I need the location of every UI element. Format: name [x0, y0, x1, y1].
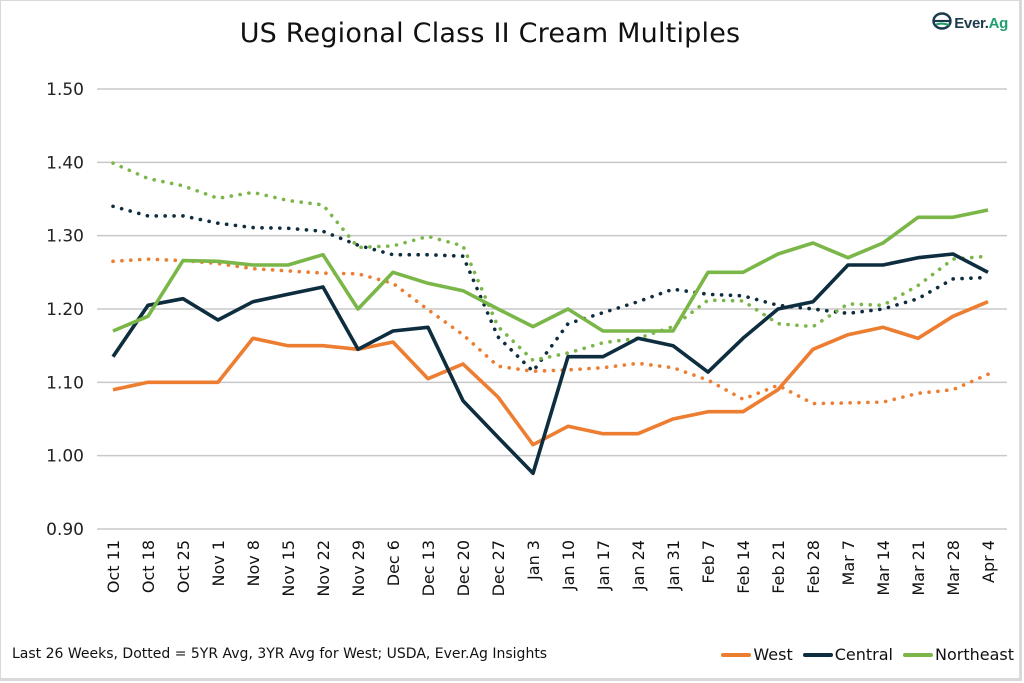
legend-swatch-central: [802, 652, 833, 657]
logo-text-accent: Ag: [988, 14, 1009, 32]
series-line-central: [111, 252, 989, 476]
x-tick-label: Nov 15: [279, 540, 298, 597]
y-tick-label: 1.10: [46, 373, 84, 393]
chart-title: US Regional Class II Cream Multiples: [239, 18, 741, 49]
legend-item-central: Central: [802, 645, 893, 664]
x-tick-label: Jan 24: [629, 540, 648, 591]
series-line-west-3yr-avg: [111, 257, 990, 406]
x-tick-label: Jan 17: [594, 540, 613, 591]
x-tick-label: Mar 7: [839, 540, 858, 585]
y-tick-label: 1.50: [46, 80, 84, 100]
ever-ag-leaf-icon: [932, 12, 952, 34]
legend-swatch-west: [721, 652, 752, 657]
ever-ag-logo: Ever.Ag: [932, 12, 1008, 34]
y-tick-label: 1.30: [46, 227, 84, 247]
legend-label-west: West: [753, 645, 793, 664]
series-lines: [111, 161, 990, 476]
y-tick-label: 1.40: [46, 153, 84, 173]
x-tick-label: Dec 27: [489, 540, 508, 596]
series-line-northeast: [112, 208, 989, 333]
x-tick-label: Jan 10: [559, 540, 578, 591]
gridlines: [97, 88, 1007, 530]
x-tick-label: Nov 29: [349, 540, 368, 597]
logo-text-main: Ever.: [954, 14, 989, 32]
x-tick-label: Mar 28: [944, 540, 963, 596]
x-tick-label: Nov 8: [244, 540, 263, 587]
x-tick-label: Feb 14: [734, 540, 753, 594]
x-tick-label: Mar 21: [909, 540, 928, 596]
y-tick-label: 1.00: [46, 447, 84, 467]
y-tick-label: 1.20: [46, 300, 84, 320]
legend-item-west: West: [721, 645, 793, 664]
legend: West Central Northeast: [715, 645, 1014, 664]
x-tick-label: Oct 25: [174, 540, 193, 593]
series-line-west: [112, 300, 989, 447]
y-axis-ticks: 0.90 1.00 1.10 1.20 1.30 1.40 1.50: [46, 80, 84, 540]
legend-swatch-northeast: [902, 652, 933, 657]
series-line-northeast-5yr-avg: [111, 161, 990, 363]
x-tick-label: Oct 11: [104, 540, 123, 593]
x-tick-label: Dec 13: [419, 540, 438, 596]
x-tick-label: Dec 6: [384, 540, 403, 586]
legend-label-northeast: Northeast: [934, 645, 1014, 664]
x-tick-label: Apr 4: [979, 540, 998, 583]
x-tick-label: Nov 1: [209, 540, 228, 587]
x-tick-label: Feb 7: [699, 540, 718, 584]
x-tick-label: Mar 14: [874, 540, 893, 596]
legend-item-northeast: Northeast: [902, 645, 1014, 664]
source-note: Last 26 Weeks, Dotted = 5YR Avg, 3YR Avg…: [12, 646, 548, 662]
x-tick-label: Feb 21: [769, 540, 788, 594]
x-tick-label: Dec 20: [454, 540, 473, 596]
x-tick-label: Jan 31: [664, 540, 683, 591]
legend-label-central: Central: [834, 645, 893, 664]
x-tick-label: Nov 22: [314, 540, 333, 597]
y-tick-label: 0.90: [46, 520, 84, 540]
x-tick-label: Oct 18: [139, 540, 158, 593]
x-axis-ticks: Oct 11 Oct 18 Oct 25 Nov 1 Nov 8 Nov 15 Nov 22…: [104, 540, 998, 597]
logo-text: Ever.Ag: [954, 15, 1008, 32]
x-tick-label: Jan 3: [524, 540, 543, 581]
x-tick-label: Feb 28: [804, 540, 823, 594]
